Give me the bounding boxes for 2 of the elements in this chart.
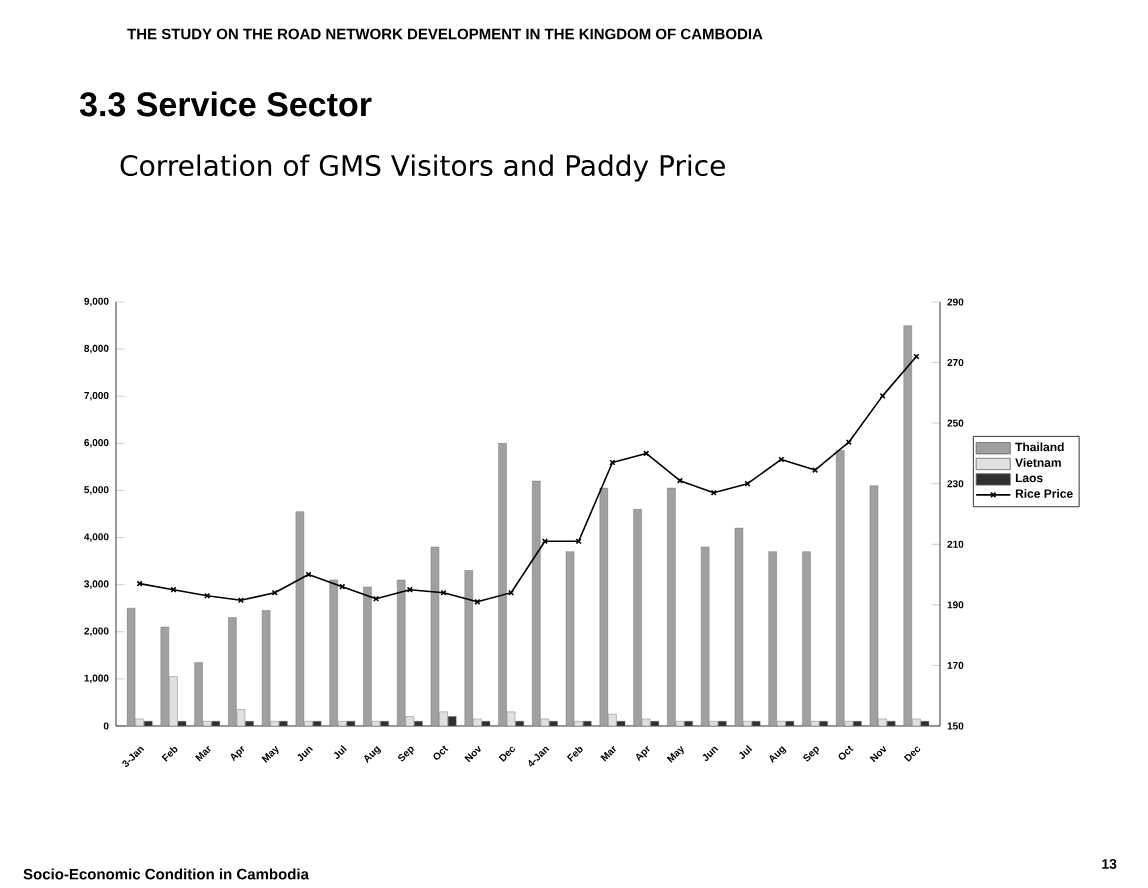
chart-subtitle: Correlation of GMS Visitors and Paddy Price: [120, 154, 725, 182]
chart-title: 3.3 Service Sector: [79, 91, 372, 117]
